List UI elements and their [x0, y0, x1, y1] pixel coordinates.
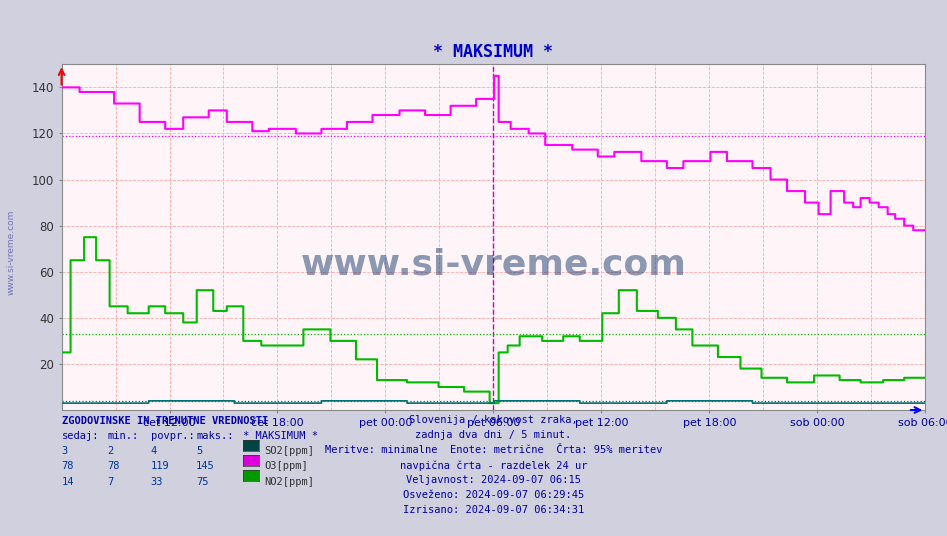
Text: Izrisano: 2024-09-07 06:34:31: Izrisano: 2024-09-07 06:34:31 [402, 505, 584, 516]
Text: min.:: min.: [107, 431, 138, 442]
Text: SO2[ppm]: SO2[ppm] [264, 446, 314, 457]
Text: maks.:: maks.: [196, 431, 234, 442]
Text: 3: 3 [62, 446, 68, 457]
Text: 119: 119 [151, 461, 170, 472]
Text: 2: 2 [107, 446, 114, 457]
Text: 4: 4 [151, 446, 157, 457]
Text: NO2[ppm]: NO2[ppm] [264, 477, 314, 487]
Title: * MAKSIMUM *: * MAKSIMUM * [434, 43, 553, 62]
Text: 7: 7 [107, 477, 114, 487]
Text: povpr.:: povpr.: [151, 431, 194, 442]
Text: Veljavnost: 2024-09-07 06:15: Veljavnost: 2024-09-07 06:15 [406, 475, 581, 486]
Text: 14: 14 [62, 477, 74, 487]
Text: 5: 5 [196, 446, 203, 457]
Text: sedaj:: sedaj: [62, 431, 99, 442]
Text: navpična črta - razdelek 24 ur: navpična črta - razdelek 24 ur [400, 460, 587, 471]
Text: www.si-vreme.com: www.si-vreme.com [300, 248, 687, 282]
Text: 145: 145 [196, 461, 215, 472]
Text: Meritve: minimalne  Enote: metrične  Črta: 95% meritev: Meritve: minimalne Enote: metrične Črta:… [325, 445, 662, 456]
Text: 75: 75 [196, 477, 208, 487]
Text: zadnja dva dni / 5 minut.: zadnja dva dni / 5 minut. [416, 430, 571, 441]
Text: ZGODOVINSKE IN TRENUTNE VREDNOSTI: ZGODOVINSKE IN TRENUTNE VREDNOSTI [62, 416, 268, 427]
Text: Osveženo: 2024-09-07 06:29:45: Osveženo: 2024-09-07 06:29:45 [402, 490, 584, 501]
Text: * MAKSIMUM *: * MAKSIMUM * [243, 431, 318, 442]
Text: Slovenija / kakovost zraka,: Slovenija / kakovost zraka, [409, 415, 578, 426]
Text: O3[ppm]: O3[ppm] [264, 461, 308, 472]
Text: www.si-vreme.com: www.si-vreme.com [7, 209, 16, 295]
Text: 78: 78 [62, 461, 74, 472]
Text: 33: 33 [151, 477, 163, 487]
Text: 78: 78 [107, 461, 119, 472]
